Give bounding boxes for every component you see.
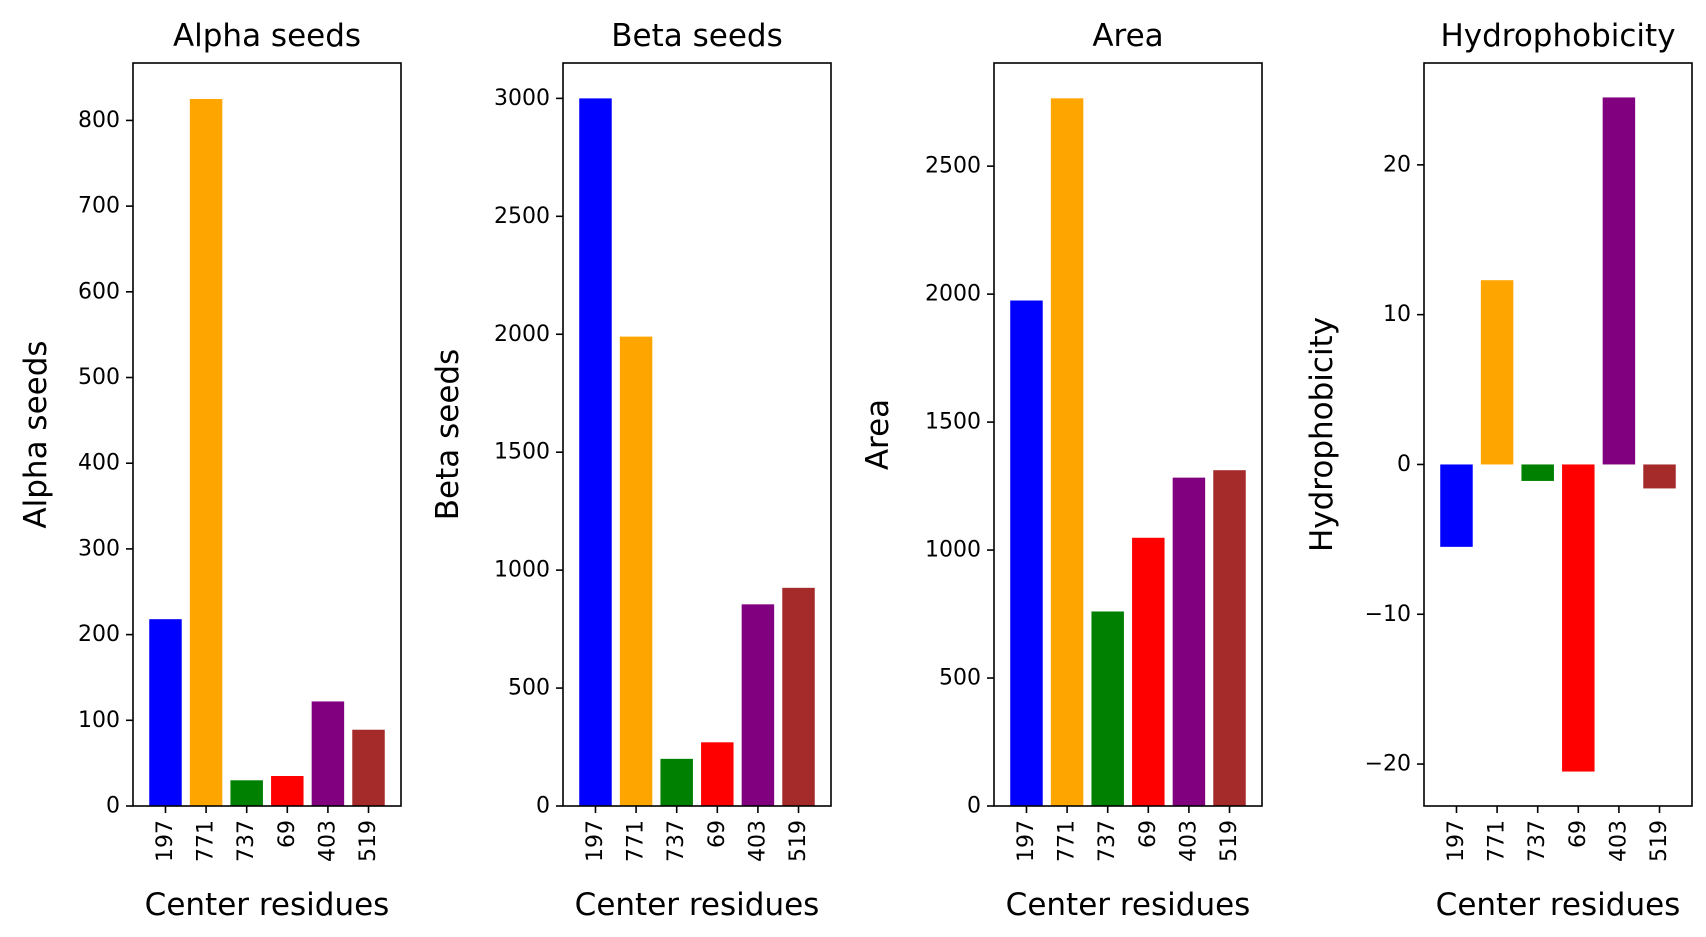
- y-tick-label: 1500: [494, 440, 550, 465]
- y-tick-label: 1000: [925, 538, 981, 563]
- bar-771: [1480, 280, 1514, 465]
- y-tick-label: 700: [78, 194, 120, 219]
- x-tick-label: 403: [1606, 820, 1631, 862]
- y-tick-label: 400: [78, 451, 120, 476]
- y-tick-label: −20: [1365, 752, 1411, 777]
- bar-197: [579, 98, 612, 806]
- x-tick-label: 771: [624, 820, 649, 862]
- y-tick-label: 10: [1383, 302, 1411, 327]
- y-axis-label: Alpha seeds: [18, 340, 54, 528]
- x-tick-label: 771: [194, 820, 219, 862]
- y-axis-label: Hydrophobicity: [1304, 317, 1340, 552]
- chart-title: Alpha seeds: [173, 18, 361, 54]
- axes-frame: [562, 62, 832, 807]
- x-axis-label: Center residues: [1006, 887, 1251, 923]
- y-tick-label: 800: [78, 108, 120, 133]
- bar-519: [782, 587, 815, 806]
- chart-panel: 0 100 200 300 400 500 600 700 800 197 771 737 69 403 5…: [18, 18, 402, 923]
- bar-519: [1213, 470, 1246, 806]
- x-tick-label: 737: [664, 820, 689, 862]
- y-tick-label: 100: [78, 708, 120, 733]
- y-tick-label: 2000: [925, 282, 981, 307]
- axes-frame: [993, 62, 1263, 807]
- x-tick-label: 69: [705, 820, 730, 848]
- x-tick-label: 737: [1525, 820, 1550, 862]
- axes-frame: [132, 62, 402, 807]
- y-tick-label: 0: [536, 794, 550, 819]
- x-tick-label: 519: [1647, 820, 1672, 862]
- x-axis-label: Center residues: [145, 887, 390, 923]
- x-axis-label: Center residues: [575, 887, 820, 923]
- bar-197: [149, 619, 182, 806]
- y-tick-label: 1500: [925, 410, 981, 435]
- x-tick-label: 197: [1014, 820, 1039, 862]
- y-tick-label: 2500: [494, 204, 550, 229]
- bar-403: [1602, 97, 1636, 465]
- bar-737: [660, 758, 693, 806]
- chart-title: Beta seeds: [611, 18, 782, 54]
- bar-771: [1050, 98, 1084, 806]
- y-tick-label: 20: [1383, 152, 1411, 177]
- bar-69: [271, 776, 304, 806]
- chart-panel: 0 500 1000 1500 2000 2500 197 771 737 69 403 519 Are…: [860, 18, 1263, 923]
- x-tick-label: 197: [153, 820, 178, 862]
- bar-737: [230, 780, 263, 806]
- chart-panel: −20 −10 0 10 20 197 771 737 69 403 519 Hydrophobici…: [1304, 18, 1693, 923]
- y-tick-label: 0: [106, 794, 120, 819]
- chart-title: Hydrophobicity: [1440, 18, 1675, 54]
- x-tick-label: 69: [275, 820, 300, 848]
- y-tick-label: 0: [967, 794, 981, 819]
- y-tick-label: 0: [1397, 452, 1411, 477]
- x-tick-label: 69: [1136, 820, 1161, 848]
- x-tick-label: 771: [1485, 820, 1510, 862]
- y-axis-label: Beta seeds: [430, 349, 466, 520]
- bar-69: [701, 742, 734, 806]
- bar-737: [1521, 464, 1554, 481]
- bar-771: [619, 336, 653, 806]
- bar-519: [1643, 464, 1676, 489]
- bar-403: [741, 604, 775, 806]
- y-tick-label: 500: [78, 365, 120, 390]
- y-tick-label: 200: [78, 622, 120, 647]
- x-tick-label: 69: [1566, 820, 1591, 848]
- y-tick-label: 500: [939, 666, 981, 691]
- chart-panel: 0 500 1000 1500 2000 2500 3000 197 771 737 69 403 51…: [430, 18, 832, 923]
- y-tick-label: 600: [78, 279, 120, 304]
- x-tick-label: 403: [315, 820, 340, 862]
- x-tick-label: 771: [1055, 820, 1080, 862]
- bar-519: [352, 729, 385, 806]
- y-tick-label: 2500: [925, 154, 981, 179]
- bar-737: [1091, 611, 1124, 806]
- bar-771: [189, 98, 223, 807]
- y-tick-label: 2000: [494, 322, 550, 347]
- y-tick-label: −10: [1365, 602, 1411, 627]
- y-tick-label: 500: [508, 676, 550, 701]
- y-tick-label: 300: [78, 536, 120, 561]
- x-tick-label: 519: [1217, 820, 1242, 862]
- x-tick-label: 519: [356, 820, 381, 862]
- bar-403: [1172, 477, 1206, 806]
- bar-197: [1440, 464, 1473, 547]
- x-tick-label: 403: [1176, 820, 1201, 862]
- x-tick-label: 737: [234, 820, 259, 862]
- x-tick-label: 197: [583, 820, 608, 862]
- bar-403: [311, 701, 345, 806]
- bar-69: [1562, 464, 1595, 772]
- x-axis-label: Center residues: [1436, 887, 1681, 923]
- y-tick-label: 3000: [494, 86, 550, 111]
- axes-frame: [1423, 62, 1693, 807]
- y-axis-label: Area: [860, 399, 896, 470]
- chart-title: Area: [1092, 18, 1163, 54]
- bar-69: [1132, 537, 1165, 806]
- bar-197: [1010, 300, 1043, 806]
- y-tick-label: 1000: [494, 558, 550, 583]
- x-tick-label: 737: [1095, 820, 1120, 862]
- x-tick-label: 519: [786, 820, 811, 862]
- x-tick-label: 197: [1444, 820, 1469, 862]
- x-tick-label: 403: [745, 820, 770, 862]
